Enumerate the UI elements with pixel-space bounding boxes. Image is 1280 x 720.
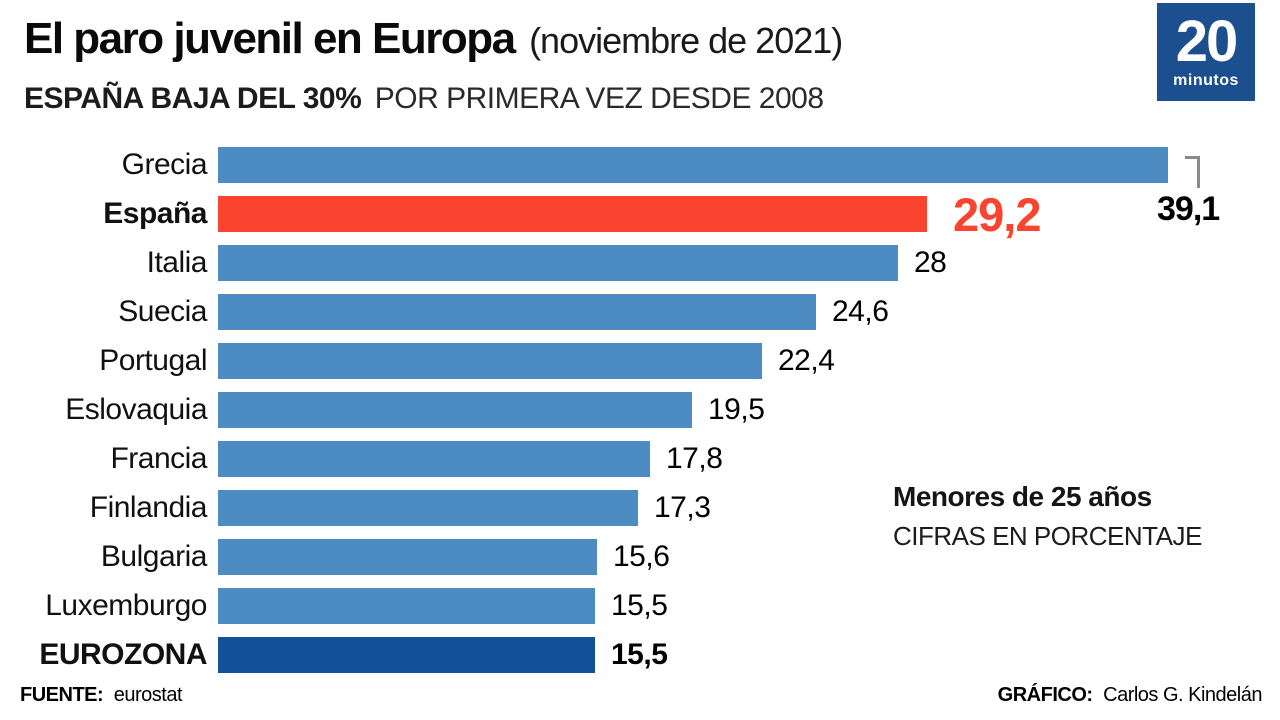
credit-note: GRÁFICO: Carlos G. Kindelán bbox=[997, 684, 1263, 707]
value-label: 24,6 bbox=[832, 295, 889, 328]
country-label: EUROZONA bbox=[39, 638, 207, 671]
unemployment-bar bbox=[218, 392, 692, 428]
logo-number: 20 bbox=[1175, 9, 1238, 75]
source-note: FUENTE: eurostat bbox=[20, 684, 183, 707]
unemployment-bar bbox=[218, 196, 927, 232]
credit-label: GRÁFICO: bbox=[997, 684, 1093, 706]
bar-row-eurozona: EUROZONA 15,5 bbox=[0, 637, 1280, 673]
bar-row-eslovaquia: Eslovaquia 19,5 bbox=[0, 392, 1280, 428]
unemployment-bar bbox=[218, 343, 762, 379]
country-label: Finlandia bbox=[89, 491, 208, 524]
unemployment-bar bbox=[218, 539, 597, 575]
unemployment-bar bbox=[218, 147, 1168, 183]
chart-annotation: Menores de 25 años CIFRAS EN PORCENTAJE bbox=[893, 481, 1202, 552]
bar-row-finlandia: Finlandia 17,3 bbox=[0, 490, 1280, 526]
bar-row-bulgaria: Bulgaria 15,6 bbox=[0, 539, 1280, 575]
subtitle-text: POR PRIMERA VEZ DESDE 2008 bbox=[374, 82, 824, 115]
country-label: Francia bbox=[110, 442, 207, 475]
annotation-unit: CIFRAS EN PORCENTAJE bbox=[893, 521, 1202, 551]
value-label: 15,6 bbox=[613, 540, 670, 573]
bar-row-españa: España 29,2 bbox=[0, 191, 1280, 238]
source-label: FUENTE: bbox=[20, 684, 104, 706]
value-label: 17,3 bbox=[654, 491, 711, 524]
country-label: Grecia bbox=[121, 148, 208, 181]
country-label: Luxemburgo bbox=[45, 589, 207, 622]
country-label: Portugal bbox=[99, 344, 207, 377]
bar-row-portugal: Portugal 22,4 bbox=[0, 343, 1280, 379]
value-label: 28 bbox=[914, 246, 947, 279]
country-label: España bbox=[103, 197, 207, 230]
value-label: 15,5 bbox=[611, 589, 668, 622]
value-label: 15,5 bbox=[611, 638, 668, 671]
source-value: eurostat bbox=[113, 684, 183, 706]
bar-row-francia: Francia 17,8 bbox=[0, 441, 1280, 477]
value-label: 39,1 bbox=[1157, 190, 1220, 228]
bar-row-italia: Italia 28 bbox=[0, 245, 1280, 281]
country-label: Eslovaquia bbox=[65, 393, 207, 426]
unemployment-bar bbox=[218, 588, 595, 624]
page-title: El paro juvenil en Europa (noviembre de … bbox=[24, 14, 843, 64]
title-date: (noviembre de 2021) bbox=[529, 20, 843, 61]
callout-bracket bbox=[1185, 156, 1200, 188]
annotation-age: Menores de 25 años bbox=[893, 481, 1152, 512]
unemployment-bar bbox=[218, 245, 898, 281]
country-label: Bulgaria bbox=[100, 540, 208, 573]
country-label: Suecia bbox=[118, 295, 207, 328]
subtitle-highlight: ESPAÑA BAJA DEL 30% bbox=[24, 82, 362, 115]
credit-value: Carlos G. Kindelán bbox=[1103, 684, 1262, 706]
value-label: 17,8 bbox=[666, 442, 723, 475]
value-label: 29,2 bbox=[953, 187, 1041, 241]
bar-row-suecia: Suecia 24,6 bbox=[0, 294, 1280, 330]
unemployment-bar bbox=[218, 294, 816, 330]
20minutos-logo: 20 minutos bbox=[1157, 3, 1255, 101]
logo-wordmark: minutos bbox=[1173, 71, 1239, 89]
bar-row-luxemburgo: Luxemburgo 15,5 bbox=[0, 588, 1280, 624]
main-title: El paro juvenil en Europa bbox=[24, 14, 516, 63]
bar-chart: Grecia 39,1 España 29,2 Italia 28 Suecia 24,6 Po… bbox=[0, 147, 1280, 673]
unemployment-bar bbox=[218, 441, 650, 477]
unemployment-bar bbox=[218, 490, 638, 526]
country-label: Italia bbox=[146, 246, 208, 279]
value-label: 22,4 bbox=[778, 344, 835, 377]
unemployment-bar bbox=[218, 637, 595, 673]
subtitle: ESPAÑA BAJA DEL 30% POR PRIMERA VEZ DESD… bbox=[24, 82, 824, 116]
bar-row-grecia: Grecia 39,1 bbox=[0, 147, 1280, 226]
value-label: 19,5 bbox=[708, 393, 765, 426]
